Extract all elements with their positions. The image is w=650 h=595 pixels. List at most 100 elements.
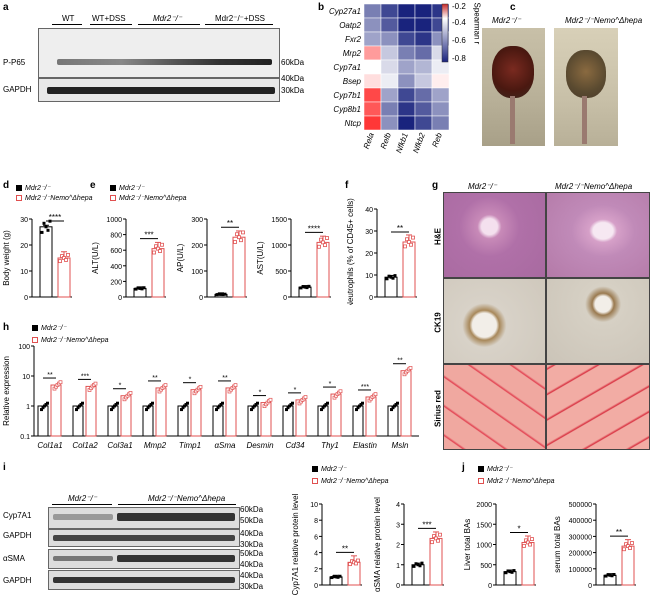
data-point	[356, 406, 360, 410]
legend-mdr2-nemo: Mdr2⁻/⁻Nemo^Δhepa	[16, 194, 93, 202]
data-point	[403, 244, 407, 249]
micrograph-he-mdr2-nemo	[546, 192, 650, 278]
data-point	[138, 286, 142, 290]
data-point	[152, 250, 156, 255]
x-tick-label: Col1a1	[37, 441, 62, 450]
y-tick-label: 0	[488, 583, 492, 590]
group-label-mdr2: Mdr2⁻/⁻	[153, 14, 182, 23]
data-point	[158, 249, 162, 253]
data-point	[307, 284, 311, 288]
blot-cyp7a1	[48, 507, 240, 529]
chart-liver-bas: 0 500 1000 1500 2000 Liver total BAs *	[463, 502, 536, 590]
chart-alt: 0 200 400 600 800 1000 ALT(U/L) ***	[91, 217, 166, 302]
histo-col-label: Mdr2⁻/⁻	[468, 182, 497, 191]
heatmap-cell	[414, 3, 433, 19]
heatmap-cell	[431, 101, 450, 117]
panel-c-letter: c	[510, 2, 516, 13]
data-point	[626, 544, 630, 549]
group-line	[52, 24, 82, 25]
heatmap-col-label: Rela	[362, 131, 376, 150]
micrograph-ck19-mdr2-nemo	[546, 278, 650, 364]
y-tick-label: 1000	[271, 243, 287, 250]
y-tick-label: 4	[396, 502, 400, 509]
chart-ap: 0 100 200 300 AP(U/L) **	[176, 217, 247, 302]
blot-row-label-gapdh: GAPDH	[3, 531, 32, 540]
data-point	[116, 401, 119, 405]
micrograph-sirius-mdr2	[443, 364, 546, 450]
panel-i-letter: i	[3, 462, 6, 473]
bar-mutant	[85, 385, 97, 437]
y-tick-label: 1	[26, 404, 30, 411]
legend-mdr2-nemo: Mdr2⁻/⁻Nemo^Δhepa	[478, 477, 555, 485]
data-point	[181, 406, 185, 410]
y-tick-label: 30	[20, 217, 28, 224]
data-point	[512, 569, 516, 573]
y-tick-label: 0	[24, 295, 28, 302]
y-tick-label: 600	[110, 248, 122, 255]
data-point	[160, 242, 164, 247]
bar-mutant	[330, 393, 342, 437]
data-point	[221, 293, 225, 297]
significance-stars: *	[119, 383, 122, 390]
legend-mdr2: Mdr2⁻/⁻	[110, 184, 144, 192]
heatmap-cell	[363, 87, 382, 103]
data-point	[145, 408, 148, 412]
data-point	[93, 381, 98, 386]
data-point	[146, 406, 150, 410]
y-tick-label: 1000	[476, 543, 492, 550]
panel-d-letter: d	[3, 180, 10, 191]
panel-e-letter: e	[90, 180, 96, 191]
chart-neutrophils: 0 10 20 30 40 Neutrophils (% of CD45+ cells) *…	[346, 198, 417, 305]
significance-stars: **	[342, 544, 348, 553]
bar-mutant	[316, 241, 330, 298]
marker-60kda: 60kDa	[281, 58, 305, 67]
data-point	[111, 406, 115, 410]
group-line	[205, 24, 273, 25]
legend-swatch-black	[32, 325, 38, 332]
marker-40kda: 40kDa	[281, 74, 305, 83]
heatmap-cell	[414, 45, 433, 61]
legend-mdr2-nemo: Mdr2⁻/⁻Nemo^Δhepa	[110, 194, 187, 202]
data-point	[241, 230, 245, 235]
y-axis-label: AP(U/L)	[176, 243, 185, 272]
x-tick-label: Msln	[392, 441, 409, 450]
significance-stars: **	[397, 224, 403, 233]
data-point	[361, 401, 364, 405]
marker-50kda: 50kDa	[240, 516, 264, 525]
heatmap-cell	[431, 115, 450, 131]
group-line	[118, 504, 236, 505]
bar-mutant	[57, 257, 71, 298]
y-tick-label: 100000	[569, 567, 592, 574]
y-tick-label: 0	[118, 295, 122, 302]
significance-stars: ****	[49, 213, 61, 222]
colorbar-label: Spearman r	[472, 2, 482, 45]
bar-mutant	[232, 236, 246, 298]
histo-row-label: CK19	[433, 312, 443, 333]
significance-stars: **	[222, 375, 228, 382]
data-point	[142, 286, 146, 290]
blot-pp65	[38, 28, 280, 78]
heatmap-col-label: Nfkb1	[394, 132, 410, 155]
chart-asma-protein: 0 1 2 3 4 αSMA relative protein level ***	[373, 497, 444, 592]
y-axis-label: Relative expression	[2, 356, 11, 426]
data-point	[140, 287, 144, 291]
micrograph-he-mdr2	[443, 192, 546, 278]
heatmap-row-label: Cyp7a1	[333, 63, 361, 72]
data-point	[110, 408, 113, 412]
heatmap-cell	[363, 115, 382, 131]
data-point	[291, 401, 294, 405]
significance-stars: ****	[308, 224, 320, 233]
y-tick-label: 0	[369, 295, 373, 302]
y-tick-label: 800	[110, 233, 122, 240]
bar-mutant	[50, 384, 62, 437]
panel-g-letter: g	[432, 180, 439, 191]
bar-control	[39, 226, 53, 298]
y-tick-label: 1	[396, 563, 400, 570]
histo-col-label: Mdr2⁻/⁻Nemo^Δhepa	[555, 182, 633, 191]
data-point	[385, 277, 389, 281]
legend-mdr2: Mdr2⁻/⁻	[312, 465, 346, 473]
micrograph-sirius-mdr2-nemo	[546, 364, 650, 450]
heatmap-row-label: Bsep	[343, 77, 362, 86]
heatmap-cell	[380, 45, 399, 61]
data-point	[608, 573, 612, 577]
